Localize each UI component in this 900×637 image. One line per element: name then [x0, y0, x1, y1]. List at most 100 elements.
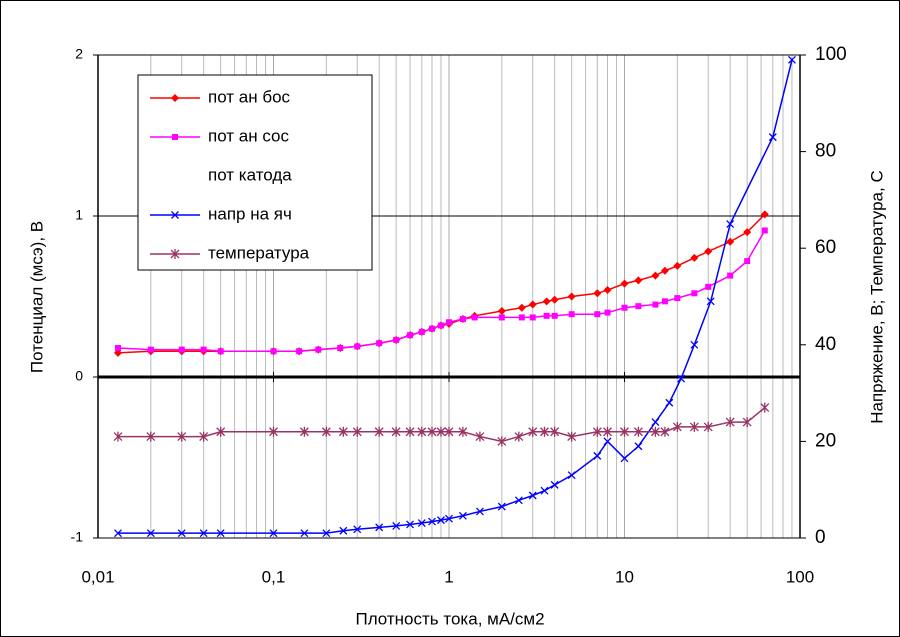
marker: [674, 295, 681, 302]
y2-tick-label: 100: [815, 44, 847, 65]
marker: [352, 426, 362, 437]
marker: [113, 431, 123, 442]
marker: [376, 340, 383, 347]
marker: [603, 437, 612, 446]
marker: [704, 247, 713, 256]
marker: [417, 426, 427, 437]
y2-tick-label: 0: [815, 527, 826, 548]
marker: [497, 306, 506, 315]
marker: [178, 346, 185, 353]
marker: [677, 374, 686, 383]
marker: [540, 486, 549, 495]
marker: [497, 436, 507, 447]
marker: [726, 237, 735, 246]
y2-tick-label: 60: [815, 237, 836, 258]
marker: [550, 295, 559, 304]
x-tick-label: 0,01: [81, 567, 114, 586]
marker: [743, 228, 752, 237]
y-tick-label: 1: [75, 207, 83, 223]
marker: [788, 55, 796, 64]
marker: [475, 507, 484, 516]
marker: [146, 529, 155, 538]
marker: [337, 345, 344, 352]
marker: [407, 332, 414, 339]
marker: [199, 529, 208, 538]
marker: [542, 297, 551, 306]
x-axis-label: Плотность тока, мА/см2: [355, 609, 544, 628]
y2-tick-label: 20: [815, 430, 836, 451]
x-tick-label: 10: [615, 567, 634, 586]
marker: [651, 271, 660, 280]
marker: [517, 303, 526, 312]
marker: [172, 134, 178, 140]
marker: [690, 340, 699, 349]
marker: [170, 249, 180, 259]
marker: [551, 312, 558, 319]
marker: [768, 133, 777, 142]
legend: пот ан бос пот ан сос пот катода напр на яч…: [137, 74, 373, 271]
marker: [114, 345, 121, 352]
marker: [603, 426, 612, 437]
marker: [417, 519, 426, 527]
marker: [672, 421, 682, 432]
x-tick-label: 0,1: [262, 567, 286, 586]
marker: [393, 336, 400, 343]
marker: [147, 346, 154, 353]
legend-label: температура: [208, 243, 310, 262]
marker: [635, 303, 642, 310]
y2-tick-label: 80: [815, 141, 836, 162]
marker: [652, 301, 659, 308]
marker: [392, 521, 401, 530]
marker: [760, 402, 770, 413]
marker: [620, 426, 629, 437]
marker: [665, 398, 674, 407]
marker: [418, 328, 425, 335]
marker: [428, 517, 436, 526]
y2-axis-label: Напряжение, В; Температура, С: [867, 170, 886, 424]
marker: [661, 298, 668, 305]
marker: [706, 297, 715, 306]
x-tick-label: 1: [444, 567, 453, 586]
marker: [703, 421, 713, 432]
marker: [620, 454, 629, 463]
marker: [200, 346, 207, 353]
marker: [471, 314, 478, 321]
marker: [604, 309, 611, 316]
legend-box: [137, 74, 373, 271]
marker: [543, 312, 550, 319]
legend-label: пот катода: [208, 165, 292, 184]
marker: [540, 426, 549, 437]
marker: [322, 529, 331, 538]
marker: [593, 451, 602, 460]
marker: [634, 442, 643, 451]
marker: [673, 261, 682, 270]
marker: [427, 426, 437, 437]
marker: [406, 520, 415, 529]
marker: [177, 431, 187, 442]
marker: [300, 529, 309, 538]
marker: [760, 210, 769, 219]
marker: [437, 322, 444, 329]
marker: [705, 283, 712, 290]
marker: [528, 426, 538, 437]
marker: [436, 426, 446, 437]
marker: [375, 523, 384, 532]
marker: [321, 426, 331, 437]
marker: [691, 290, 698, 297]
marker: [299, 426, 309, 437]
marker: [690, 253, 699, 262]
marker: [338, 426, 348, 437]
marker: [528, 491, 537, 500]
y-tick-label: 2: [75, 46, 83, 62]
marker: [568, 311, 575, 318]
marker: [498, 314, 505, 321]
legend-label: напр на яч: [208, 204, 292, 223]
marker: [269, 426, 278, 437]
marker: [567, 471, 576, 480]
marker: [171, 94, 179, 102]
marker: [567, 292, 576, 301]
marker: [315, 346, 322, 353]
marker: [459, 316, 466, 323]
marker: [374, 426, 384, 437]
